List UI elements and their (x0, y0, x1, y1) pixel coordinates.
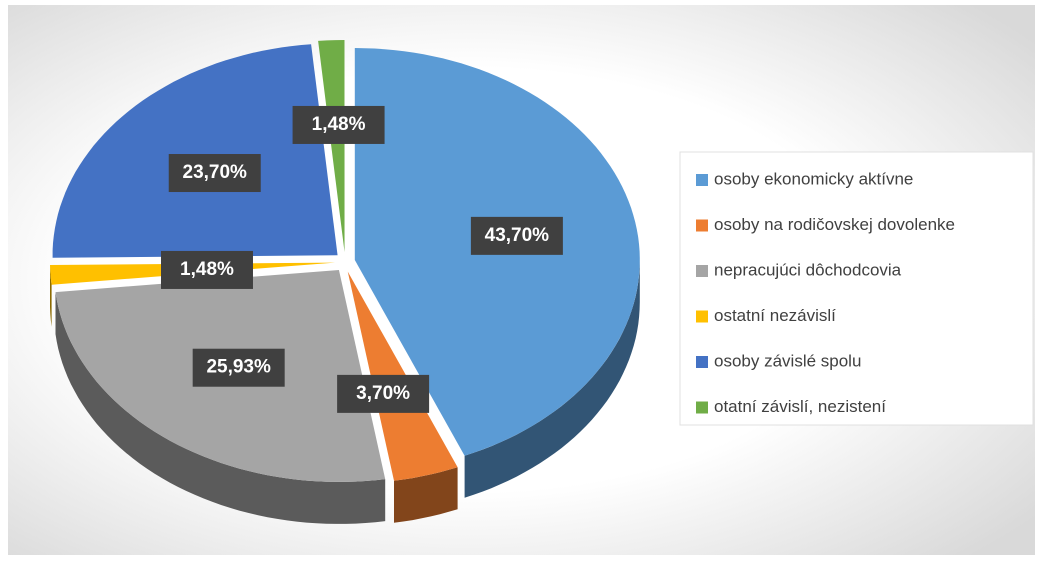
data-label-box (192, 348, 285, 387)
legend-label: otatní závislí, nezistení (714, 397, 886, 416)
legend-swatch (696, 174, 708, 186)
legend-label: ostatní nezávislí (714, 306, 836, 325)
legend-label: osoby ekonomicky aktívne (714, 169, 913, 188)
data-label-box (470, 216, 563, 255)
slice-side (55, 292, 386, 524)
slice-side (394, 467, 458, 523)
data-label: 1,48% (180, 259, 234, 280)
data-label: 1,48% (312, 114, 366, 135)
data-label-box (337, 374, 430, 413)
data-label-box (168, 154, 261, 193)
data-label: 43,70% (485, 225, 550, 246)
legend-swatch (696, 310, 708, 323)
legend-swatch (696, 265, 708, 277)
legend-swatch (696, 401, 708, 414)
legend-label: osoby na rodičovskej dovolenke (714, 215, 955, 234)
data-label-box (292, 105, 385, 144)
slice (318, 40, 345, 253)
slice (52, 44, 338, 258)
legend-box (679, 151, 1034, 426)
legend-swatch (696, 219, 708, 232)
legend-label: osoby závislé spolu (714, 351, 861, 370)
slice-side (50, 265, 52, 327)
data-label: 25,93% (206, 357, 271, 378)
data-label-box (160, 250, 253, 289)
legend-label: nepracujúci dôchodcovia (714, 260, 902, 279)
legend-swatch (696, 356, 708, 368)
data-label: 3,70% (356, 383, 410, 404)
data-label: 23,70% (183, 162, 248, 183)
slice-side (464, 260, 640, 498)
